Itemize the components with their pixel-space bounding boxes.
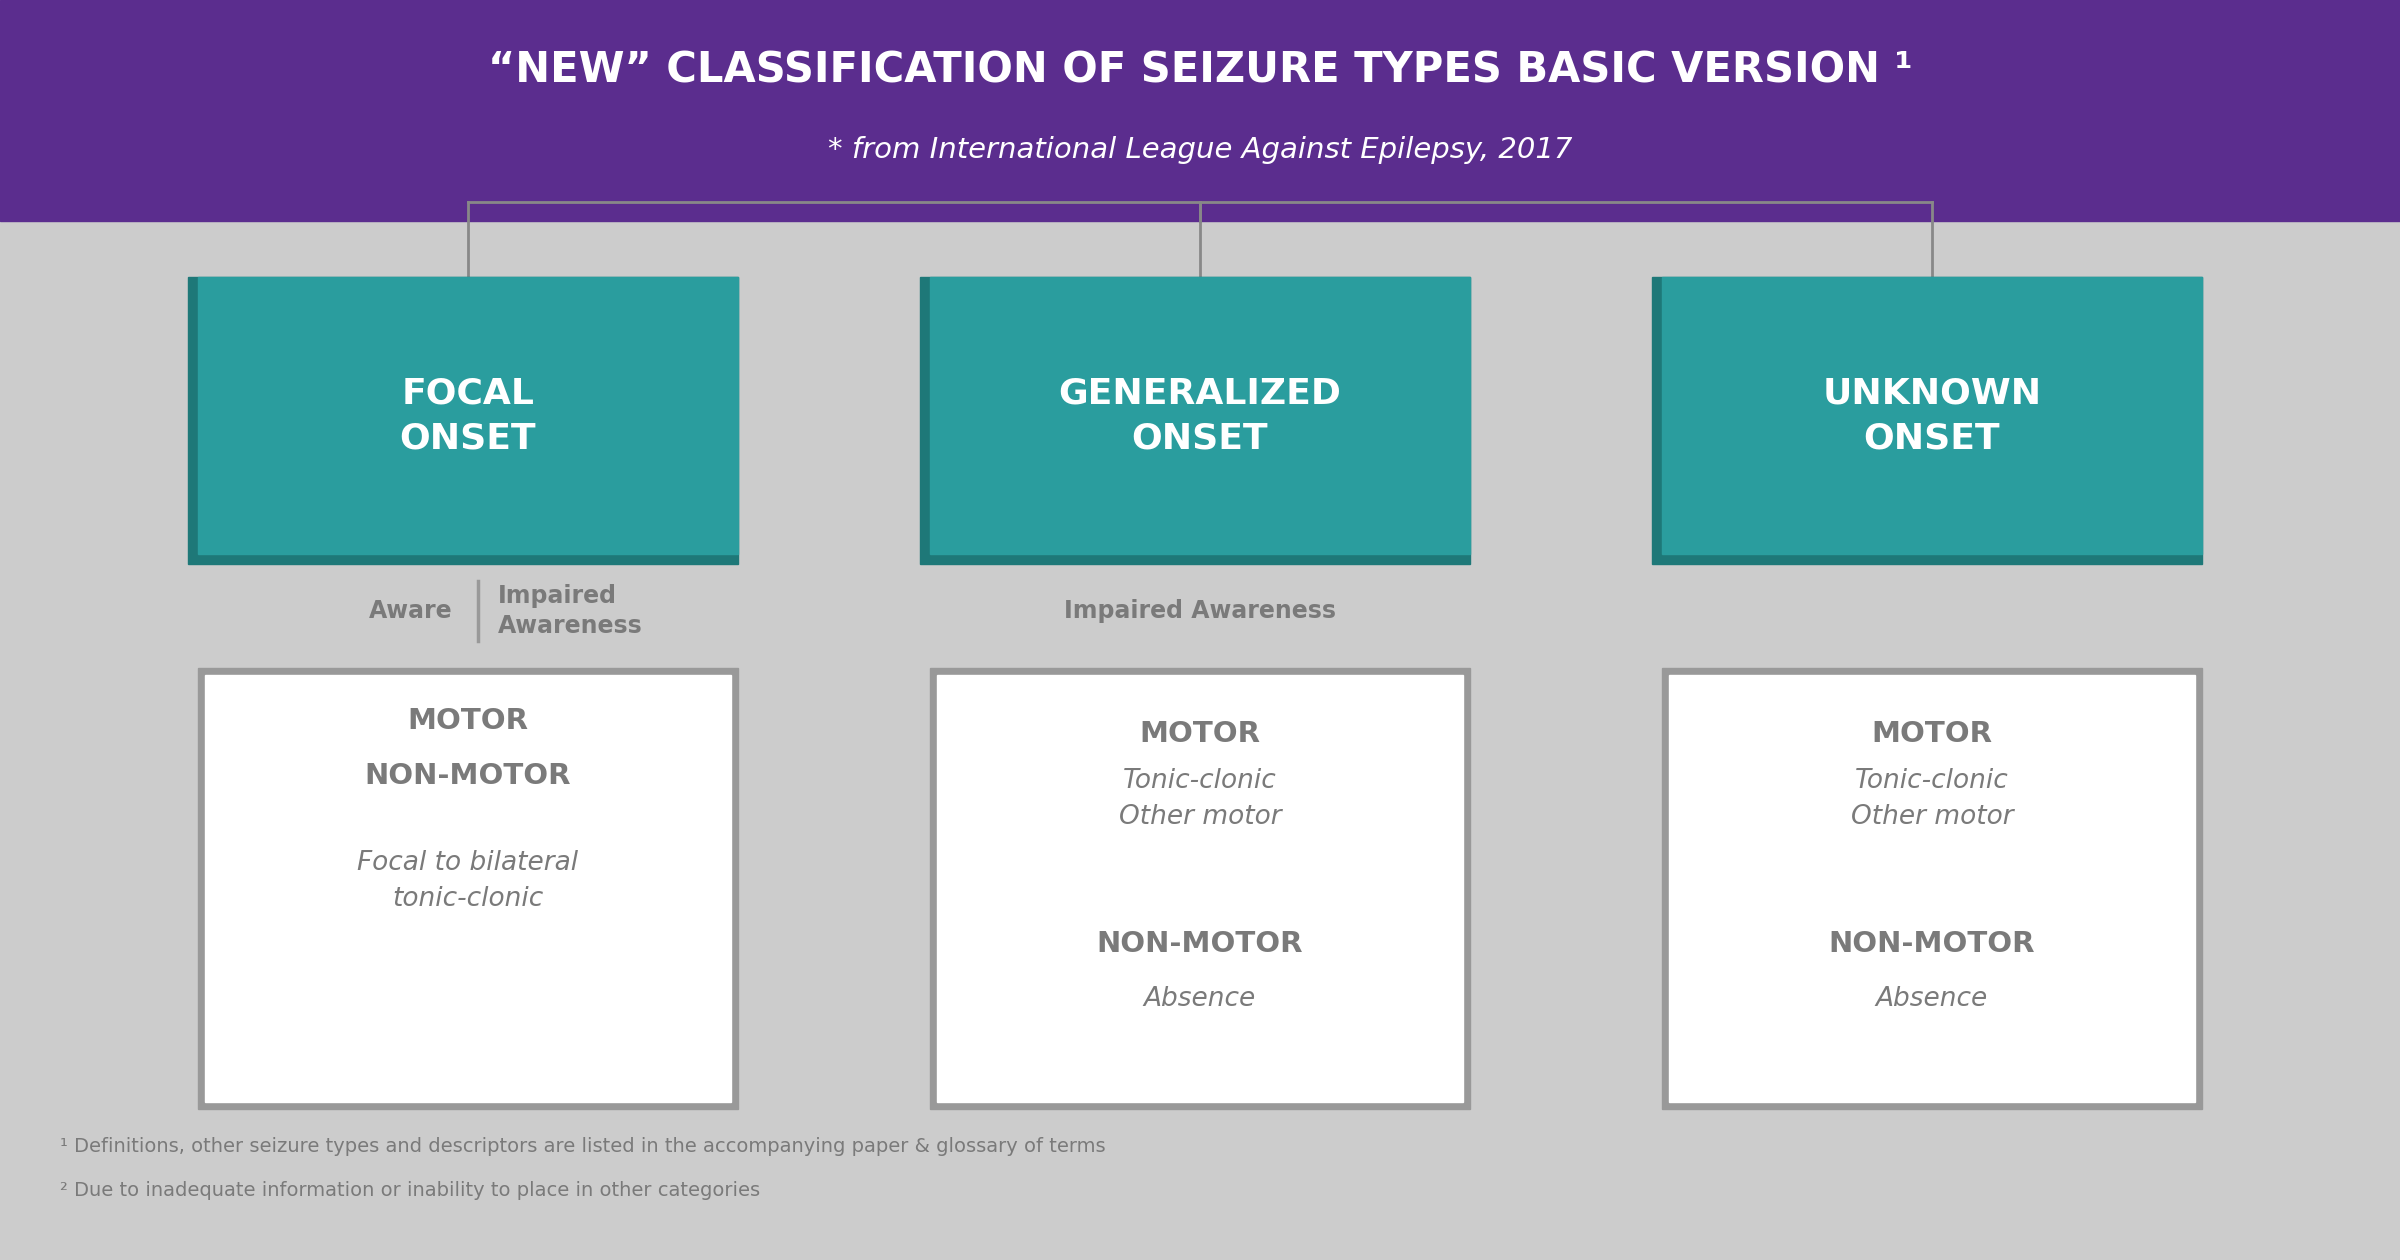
Text: * from International League Against Epilepsy, 2017: * from International League Against Epil… [828,136,1572,164]
Text: Tonic-clonic
Other motor: Tonic-clonic Other motor [1850,767,2014,830]
Bar [931,668,1469,1109]
Text: NON-MOTOR: NON-MOTOR [1829,930,2035,958]
Text: Impaired
Awareness: Impaired Awareness [499,585,643,638]
Text: NON-MOTOR: NON-MOTOR [365,762,571,790]
Text: Impaired Awareness: Impaired Awareness [1063,598,1337,624]
Bar [919,277,1469,564]
Text: NON-MOTOR: NON-MOTOR [1097,930,1303,958]
Bar [197,277,739,554]
Text: Aware: Aware [370,598,454,624]
Text: FOCAL
ONSET: FOCAL ONSET [401,377,535,455]
Bar [197,668,739,1109]
Text: GENERALIZED
ONSET: GENERALIZED ONSET [1058,377,1342,455]
Bar [1663,277,2203,554]
Bar [187,277,739,564]
Text: Focal to bilateral
tonic-clonic: Focal to bilateral tonic-clonic [358,849,578,912]
Bar [204,675,732,1101]
Bar [936,675,1464,1101]
Bar [1651,277,2203,564]
Bar [1668,675,2196,1101]
Bar [931,277,1469,554]
Text: MOTOR: MOTOR [1140,719,1260,748]
Text: MOTOR: MOTOR [408,707,528,735]
Text: ² Due to inadequate information or inability to place in other categories: ² Due to inadequate information or inabi… [60,1181,761,1201]
Text: ¹ Definitions, other seizure types and descriptors are listed in the accompanyin: ¹ Definitions, other seizure types and d… [60,1137,1106,1157]
Bar [1663,668,2203,1109]
Text: Absence: Absence [1145,985,1255,1012]
Text: “NEW” CLASSIFICATION OF SEIZURE TYPES BASIC VERSION ¹: “NEW” CLASSIFICATION OF SEIZURE TYPES BA… [487,49,1913,92]
Text: Tonic-clonic
Other motor: Tonic-clonic Other motor [1118,767,1282,830]
Text: Absence: Absence [1877,985,1987,1012]
Text: MOTOR: MOTOR [1872,719,1992,748]
Bar [0,0,2400,220]
Text: UNKNOWN
ONSET: UNKNOWN ONSET [1822,377,2042,455]
